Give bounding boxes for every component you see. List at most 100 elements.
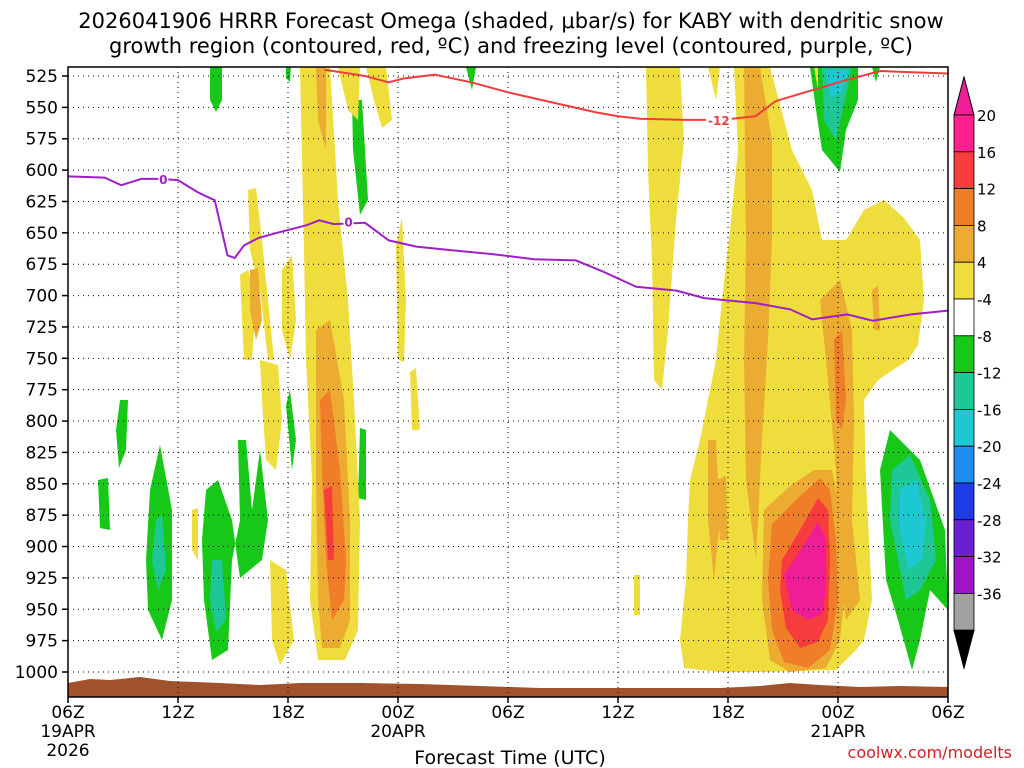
omega-cell-green-9 [358,428,366,500]
freezing-level-contour [68,175,948,322]
freezing-level-label-1: 0 [159,173,167,187]
colorbar-label: 16 [977,144,996,162]
omega-cell-yellow-11 [192,508,198,560]
y-tick-label: 875 [26,506,58,526]
colorbar-label: -16 [977,401,1002,419]
colorbar-label: -20 [977,438,1002,456]
colorbar-swatch [953,114,975,153]
colorbar: 20 16 12 8 4 -4 -8 -12 -16 -20 -24 -28 -32 -36 [953,75,1002,671]
omega-cell-red-1 [324,486,334,560]
x-tick-label: 12Z [601,703,634,723]
colorbar-swatch [953,151,975,190]
omega-cell-yellow-9 [410,368,420,430]
omega-cell-ltorange-4 [744,67,772,560]
y-tick-label: 525 [26,67,58,87]
omega-cell-green-4 [466,67,476,90]
omega-cell-yellow-14 [708,67,720,100]
x-tick-year: 2026 [46,741,89,761]
omega-cell-orange-2 [834,330,846,430]
omega-cell-ltorange-3 [316,67,326,150]
omega-cell-green-3 [352,100,368,215]
dgz-contour-label: -12 [708,114,730,128]
freezing-label-bg [343,214,354,229]
y-tick-label: 750 [26,349,58,369]
colorbar-label: -4 [977,291,992,309]
colorbar-under-arrow [953,629,975,671]
freezing-label-bg [158,171,169,186]
colorbar-over-arrow [953,75,975,116]
colorbar-swatch [953,482,975,521]
x-tick-label: 00Z [381,703,414,723]
colorbar-swatch [953,372,975,410]
y-tick-label: 600 [26,161,58,181]
omega-cell-yellow-8 [396,218,406,362]
colorbar-swatch [953,224,975,263]
y-tick-label: 900 [26,538,58,558]
omega-cell-yellow-15 [680,67,924,672]
y-tick-label: 775 [26,381,58,401]
x-tick-date: 20APR [370,722,426,742]
x-tick-label: 18Z [271,703,304,723]
x-tick-label: 06Z [491,703,524,723]
colorbar-swatch [953,593,975,631]
colorbar-swatch [953,408,975,447]
colorbar-swatch [953,335,975,373]
omega-cell-yellow-1 [248,188,274,360]
credit-text: coolwx.com/modelts [848,743,1012,762]
colorbar-swatch [953,188,975,226]
omega-cell-orange-1 [320,390,346,620]
x-tick-label: 00Z [821,703,854,723]
y-tick-label: 975 [26,632,58,652]
omega-cell-cyan-2 [900,480,926,570]
dgz-label-bg [705,112,732,127]
x-tick-label: 18Z [711,703,744,723]
y-tick-label: 800 [26,412,58,432]
colorbar-swatch [953,298,975,337]
omega-cell-yellow-16 [814,67,818,90]
omega-cell-ltorange-9 [716,476,728,540]
omega-cell-yellow-4 [260,360,282,470]
dgz-minus12-contour [324,68,948,121]
y-tick-label: 1000 [15,663,58,683]
x-tick-date: 21APR [810,722,866,742]
colorbar-swatch [953,445,975,484]
y-tick-label: 625 [26,192,58,212]
colorbar-swatch [953,261,975,300]
colorbar-label: -28 [977,512,1002,530]
omega-cell-teal-1 [152,515,166,590]
y-tick-label: 725 [26,318,58,338]
y-tick-label: 925 [26,569,58,589]
y-tick-label: 825 [26,443,58,463]
x-tick-label: 06Z [931,703,964,723]
colorbar-label: -32 [977,549,1002,567]
omega-shading [68,67,948,697]
colorbar-label: -36 [977,585,1002,603]
gridlines [68,67,948,697]
omega-cell-yellow-10 [270,560,294,665]
y-tick-label: 850 [26,475,58,495]
omega-cell-green-1 [210,67,222,112]
y-tick-label: 650 [26,224,58,244]
omega-cell-yellow-3 [282,255,296,360]
omega-cell-teal-2 [210,560,226,632]
colorbar-swatch [953,556,975,594]
omega-cell-green-8 [202,440,268,660]
omega-cell-green-2 [286,67,291,82]
y-tick-label: 700 [26,287,58,307]
freezing-level-label-2: 0 [344,216,352,230]
y-axis: 525 550 575 600 625 650 675 700 725 750 775 800 825 8… [15,67,68,683]
colorbar-label: 12 [977,181,996,199]
omega-cell-yellow-12 [634,575,640,615]
colorbar-label: 4 [977,254,987,272]
omega-cell-yellow-6 [338,67,360,120]
colorbar-label: -12 [977,365,1002,383]
omega-cell-ltorange-6 [820,280,860,620]
y-tick-label: 575 [26,130,58,150]
x-tick-label: 06Z [51,703,84,723]
omega-cell-ltorange-5 [708,440,720,580]
x-axis-label: Forecast Time (UTC) [414,747,605,768]
colorbar-label: 8 [977,217,987,235]
omega-cell-green-6 [98,478,110,530]
y-tick-label: 950 [26,600,58,620]
